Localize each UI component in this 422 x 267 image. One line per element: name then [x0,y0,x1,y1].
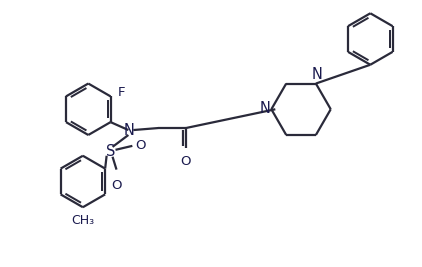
Text: O: O [181,155,191,168]
Text: F: F [117,86,125,99]
Text: N: N [311,66,322,81]
Text: N: N [124,123,135,138]
Text: S: S [106,144,115,159]
Text: N: N [260,101,271,116]
Text: CH₃: CH₃ [71,214,95,227]
Text: O: O [111,179,122,191]
Text: O: O [135,139,146,152]
